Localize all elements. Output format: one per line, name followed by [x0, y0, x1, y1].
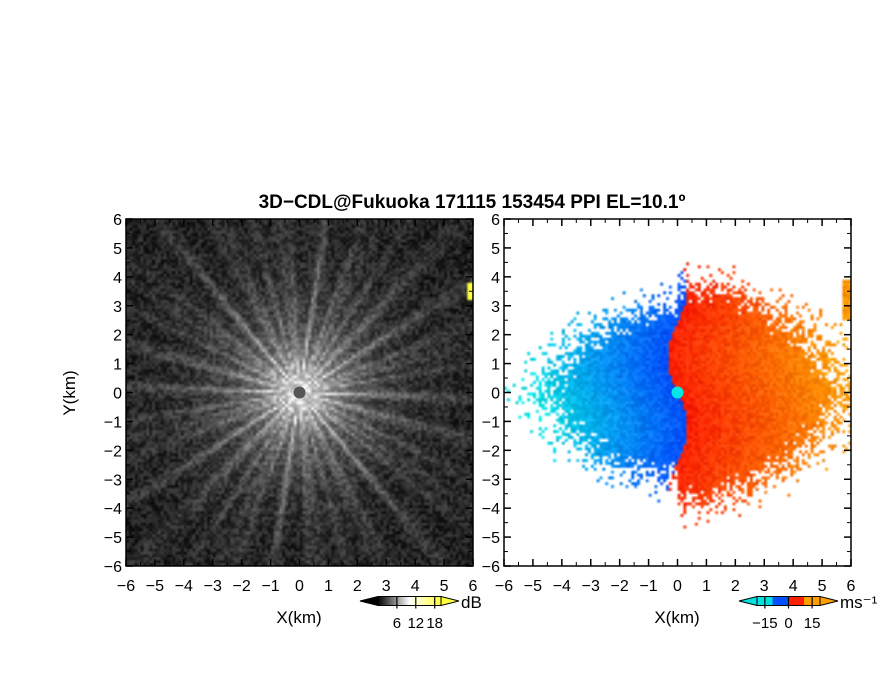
velocity-x-tick-label: 2 — [731, 578, 740, 595]
snr-x-tick-label: 1 — [324, 578, 333, 595]
snr-colorbar: 6 12 18 dB — [359, 593, 482, 632]
velocity-y-tick-label: −3 — [482, 472, 500, 489]
snr-colorbar-high-arrow — [440, 595, 460, 607]
snr-x-tick-label: −3 — [204, 578, 222, 595]
snr-y-tick-label: −6 — [104, 559, 122, 576]
snr-x-tick-label: −5 — [146, 578, 164, 595]
snr-colorbar-tick-label: 6 — [393, 615, 401, 632]
velocity-y-tick-label: 3 — [491, 299, 500, 316]
snr-y-tick-label: −3 — [104, 472, 122, 489]
velocity-colorbar-tick-label: 15 — [804, 615, 821, 632]
velocity-y-tick-label: 6 — [491, 212, 500, 229]
snr-y-tick-label: 2 — [113, 328, 122, 345]
snr-y-tick-label: −5 — [104, 530, 122, 547]
velocity-x-tick-label: 1 — [702, 578, 711, 595]
snr-y-tick-label: 0 — [113, 386, 122, 403]
velocity-x-tick-label: 0 — [673, 578, 682, 595]
snr-y-tick-label: 1 — [113, 357, 122, 374]
chart-title: 3D−CDL@Fukuoka 171115 153454 PPI EL=10.1… — [259, 192, 686, 213]
snr-x-tick-label: 3 — [382, 578, 391, 595]
snr-y-tick-label: −1 — [104, 414, 122, 431]
velocity-y-tick-label: −4 — [482, 501, 500, 518]
snr-y-tick-label: 5 — [113, 241, 122, 258]
velocity-x-tick-label: −2 — [611, 578, 629, 595]
snr-y-tick-label: 3 — [113, 299, 122, 316]
velocity-colorbar-tick-label: 0 — [784, 615, 792, 632]
velocity-colorbar-low-arrow — [738, 595, 758, 607]
velocity-center-marker — [671, 386, 684, 399]
snr-y-axis-label: Y(km) — [60, 370, 79, 415]
doppler-velocity-panel: −6 −5 −4 −3 −2 −1 0 1 2 3 4 5 6 −6 −5 −4 −3 −2 −1 0 1 2 3 4 5 6 X… — [482, 212, 878, 632]
snr-colorbar-tick-label: 18 — [426, 615, 443, 632]
snr-x-tick-label: −1 — [261, 578, 279, 595]
velocity-y-tick-label: −2 — [482, 443, 500, 460]
velocity-axis-ticks: −6 −5 −4 −3 −2 −1 0 1 2 3 4 5 6 −6 −5 −4 −3 −2 −1 0 1 2 3 4 5 6 — [482, 212, 856, 595]
snr-axis-ticks: −6 −5 −4 −3 −2 −1 0 1 2 3 4 5 6 −6 −5 −4 −3 −2 −1 0 1 2 3 4 5 6 — [104, 212, 478, 595]
velocity-x-axis-label: X(km) — [654, 608, 699, 627]
velocity-x-tick-label: 6 — [847, 578, 856, 595]
snr-x-tick-label: −2 — [233, 578, 251, 595]
snr-x-tick-label: 2 — [353, 578, 362, 595]
velocity-x-tick-label: 4 — [789, 578, 798, 595]
velocity-x-tick-label: 3 — [760, 578, 769, 595]
snr-x-tick-label: 0 — [295, 578, 304, 595]
velocity-colorbar-high-arrow — [819, 595, 839, 607]
velocity-y-tick-label: −1 — [482, 414, 500, 431]
velocity-x-tick-label: −1 — [639, 578, 657, 595]
velocity-y-tick-label: 1 — [491, 357, 500, 374]
velocity-x-tick-label: −4 — [553, 578, 571, 595]
velocity-y-tick-label: 2 — [491, 328, 500, 345]
snr-colorbar-tick-label: 12 — [407, 615, 424, 632]
snr-y-tick-label: −4 — [104, 501, 122, 518]
snr-colorbar-low-arrow — [359, 595, 379, 607]
velocity-y-tick-label: 4 — [491, 270, 500, 287]
velocity-x-tick-label: −5 — [524, 578, 542, 595]
snr-y-tick-label: −2 — [104, 443, 122, 460]
velocity-x-tick-label: −3 — [582, 578, 600, 595]
snr-colorbar-body — [377, 596, 442, 606]
velocity-colorbar-tick-label: −15 — [752, 615, 777, 632]
snr-x-tick-label: −6 — [117, 578, 135, 595]
snr-x-tick-label: 5 — [440, 578, 449, 595]
velocity-x-tick-label: −6 — [495, 578, 513, 595]
velocity-y-tick-label: −6 — [482, 559, 500, 576]
velocity-y-tick-label: 5 — [491, 241, 500, 258]
velocity-colorbar: −15 0 15 ms⁻¹ — [738, 593, 878, 632]
snr-x-tick-label: −4 — [175, 578, 193, 595]
snr-x-tick-label: 6 — [469, 578, 478, 595]
snr-center-marker — [293, 386, 306, 399]
velocity-x-tick-label: 5 — [818, 578, 827, 595]
velocity-colorbar-unit: ms⁻¹ — [840, 593, 878, 612]
snr-x-tick-label: 4 — [411, 578, 420, 595]
snr-colorbar-unit: dB — [461, 593, 482, 612]
velocity-y-tick-label: −5 — [482, 530, 500, 547]
velocity-y-tick-label: 0 — [491, 386, 500, 403]
snr-y-tick-label: 6 — [113, 212, 122, 229]
snr-y-tick-label: 4 — [113, 270, 122, 287]
snr-x-axis-label: X(km) — [276, 608, 321, 627]
